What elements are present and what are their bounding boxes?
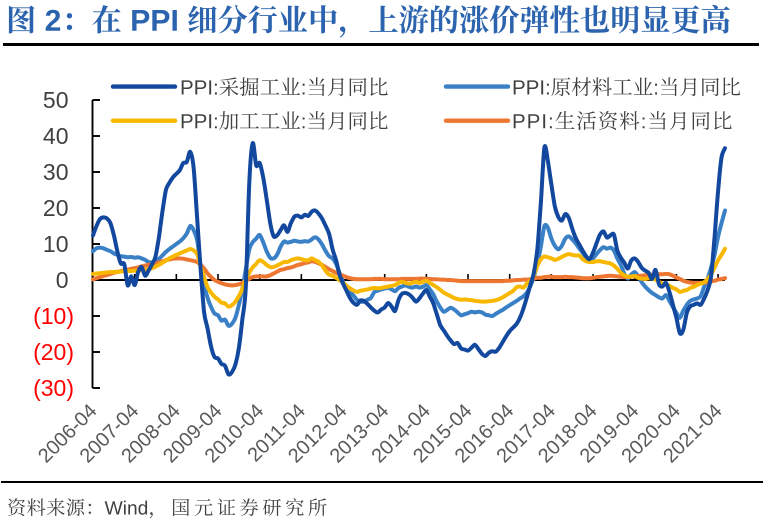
svg-text:10: 10 bbox=[43, 231, 69, 257]
svg-text:0: 0 bbox=[56, 267, 69, 293]
svg-text:(10): (10) bbox=[33, 303, 74, 329]
svg-text:30: 30 bbox=[43, 159, 69, 185]
svg-text:50: 50 bbox=[43, 87, 69, 113]
svg-text:20: 20 bbox=[43, 195, 69, 221]
svg-text:(30): (30) bbox=[33, 375, 74, 401]
svg-text:(20): (20) bbox=[33, 339, 74, 365]
svg-text:40: 40 bbox=[43, 123, 69, 149]
